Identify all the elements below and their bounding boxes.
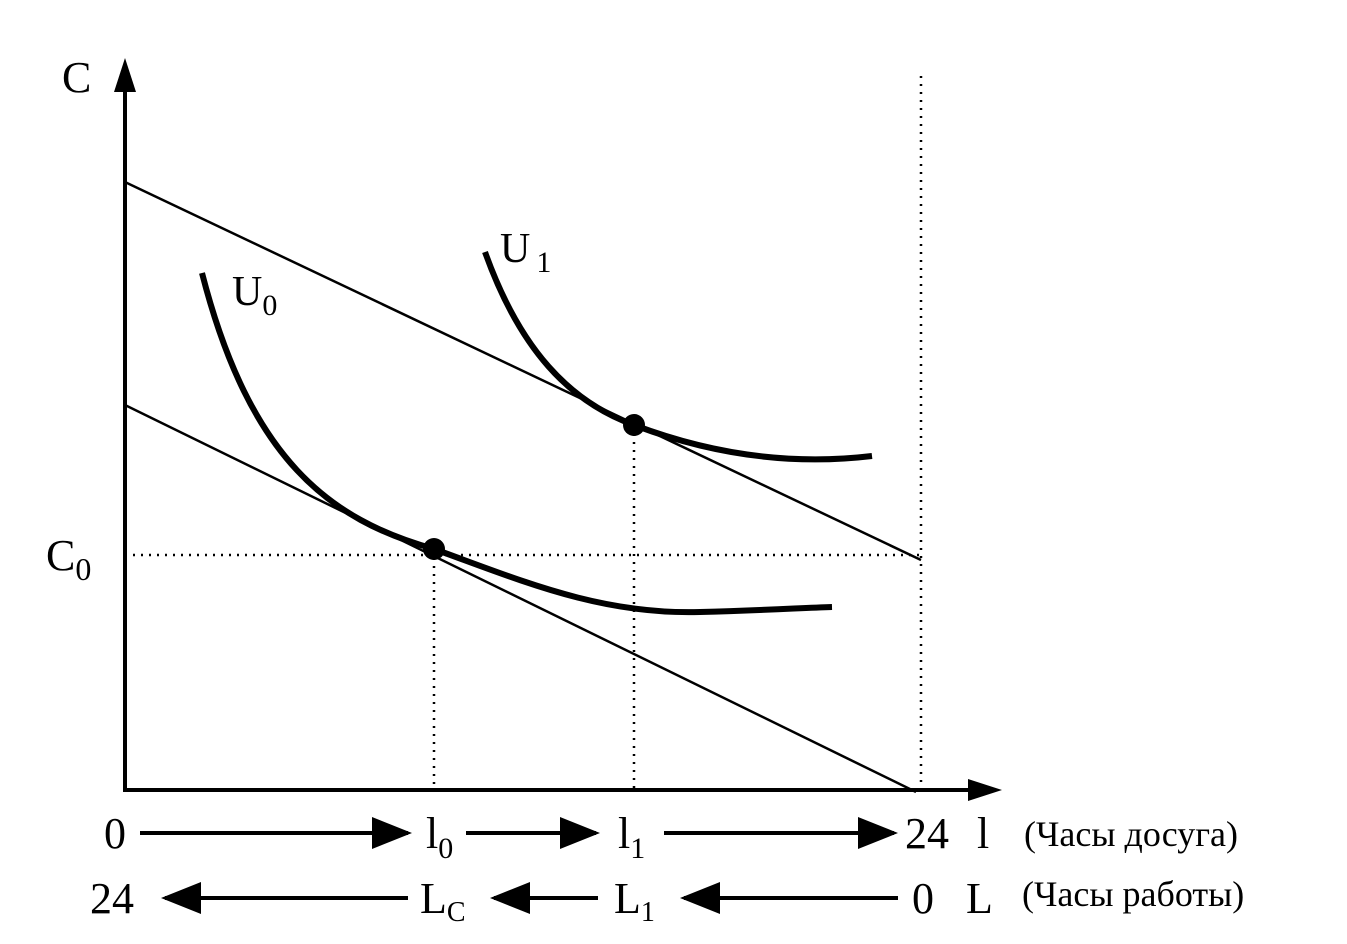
budget-line-low xyxy=(124,403,917,794)
work-caption: (Часы работы) xyxy=(1022,874,1244,914)
tangency-point-u0 xyxy=(423,538,445,560)
u0-label: U0 xyxy=(232,269,277,322)
x-axis-arrowhead xyxy=(968,779,1002,801)
work-start-label: 24 xyxy=(90,874,134,923)
work-lc-label: LC xyxy=(420,874,466,928)
leisure-start-label: 0 xyxy=(104,809,126,858)
leisure-variable-label: l xyxy=(977,809,989,858)
work-l1-label: L1 xyxy=(614,874,655,928)
budget-line-high xyxy=(124,180,922,562)
indifference-curve-u0 xyxy=(199,272,833,616)
leisure-end-label: 24 xyxy=(905,809,949,858)
leisure-l1-label: l1 xyxy=(618,809,645,865)
leisure-l0-label: l0 xyxy=(426,809,453,865)
c0-label: C0 xyxy=(46,531,91,587)
work-variable-label: L xyxy=(966,874,993,923)
work-end-label: 0 xyxy=(912,874,934,923)
leisure-caption: (Часы досуга) xyxy=(1024,814,1238,854)
tangency-point-u1 xyxy=(623,414,645,436)
indifference-curve-u1 xyxy=(482,250,873,463)
y-axis-label: C xyxy=(62,53,91,102)
y-axis-arrowhead xyxy=(114,58,136,92)
